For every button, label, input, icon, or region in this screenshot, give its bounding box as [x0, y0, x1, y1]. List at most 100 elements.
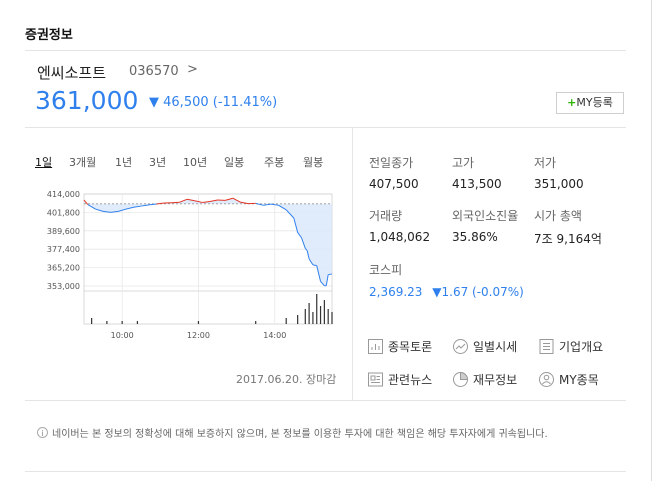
- volume-bar: [136, 321, 139, 324]
- price-area-fill: [84, 198, 332, 286]
- tab-3years[interactable]: 3년: [149, 156, 167, 169]
- news-icon: [368, 372, 383, 387]
- down-arrow-icon: ▼: [149, 95, 159, 110]
- stat-label: 외국인소진율: [452, 209, 519, 223]
- price-line-segment: [110, 210, 119, 213]
- link-related-news[interactable]: 관련뉴스: [367, 371, 432, 388]
- tab-3months[interactable]: 3개월: [69, 156, 97, 169]
- x-tick-label: 10:00: [111, 331, 134, 340]
- chevron-right-icon[interactable]: >: [187, 62, 198, 77]
- stat-prev-close: 전일종가 407,500: [369, 154, 419, 191]
- volume-bar: [316, 294, 318, 324]
- kospi-value[interactable]: 2,369.23 ▼1.67 (-0.07%): [369, 285, 524, 299]
- down-arrow-icon: ▼: [432, 285, 442, 299]
- link-my-stocks[interactable]: MY종목: [538, 371, 599, 388]
- stat-label: 고가: [452, 156, 475, 170]
- stat-low: 저가 351,000: [534, 154, 584, 191]
- panel-bottom-divider: [25, 400, 626, 401]
- market-close-date: 2017.06.20. 장마감: [236, 373, 337, 386]
- price-line-segment: [202, 201, 210, 203]
- stock-code[interactable]: 036570: [129, 64, 179, 79]
- stock-name-link[interactable]: 엔씨소프트: [37, 64, 107, 82]
- list-doc-icon: [539, 339, 554, 354]
- plus-icon: +: [567, 96, 577, 109]
- trend-circle-icon: [453, 339, 468, 354]
- link-financial-info[interactable]: 재무정보: [452, 371, 517, 388]
- link-label: 기업개요: [559, 340, 604, 354]
- volume-bar: [319, 306, 322, 324]
- price-line-segment: [87, 204, 92, 208]
- volume-bar: [327, 309, 329, 324]
- price-line-segment: [325, 274, 329, 286]
- tab-monthly-candle[interactable]: 월봉: [303, 156, 324, 169]
- stat-value: 407,500: [369, 177, 419, 191]
- price-line-segment: [304, 247, 308, 252]
- user-icon: [539, 372, 554, 387]
- add-my-stock-label: MY등록: [576, 96, 613, 109]
- stat-label: 거래량: [369, 209, 403, 223]
- tab-10years[interactable]: 10년: [183, 156, 208, 169]
- stat-value: 7조 9,164억: [534, 232, 602, 246]
- volume-bar: [121, 321, 123, 324]
- tab-daily-candle[interactable]: 일봉: [224, 156, 245, 169]
- pie-chart-icon: [453, 371, 469, 387]
- price-line-segment: [316, 265, 322, 282]
- price-line-segment: [278, 204, 287, 211]
- link-label: 일별시세: [473, 340, 518, 354]
- price-line-segment: [232, 197, 241, 203]
- link-company-overview[interactable]: 기업개요: [538, 338, 603, 355]
- current-price: 361,000: [35, 86, 139, 115]
- volume-bar: [331, 312, 333, 324]
- volume-bar: [91, 318, 93, 324]
- price-line-segment: [95, 208, 104, 212]
- volume-bar: [106, 321, 108, 324]
- stat-label: 저가: [534, 156, 557, 170]
- tab-1day[interactable]: 1일: [35, 156, 53, 169]
- link-label: 재무정보: [473, 373, 518, 387]
- add-my-stock-button[interactable]: +MY등록: [556, 92, 624, 114]
- stat-value: 1,048,062: [369, 230, 431, 244]
- price-line-segment: [320, 281, 325, 287]
- link-daily-price[interactable]: 일별시세: [452, 338, 517, 355]
- section-title: 증권정보: [25, 28, 73, 43]
- price-line-segment: [186, 198, 195, 202]
- intraday-price-chart: 414,000 401,800 389,600 377,400 365,200 353,0…: [47, 190, 333, 340]
- price-line-segment: [156, 202, 165, 205]
- price-line-segment: [209, 199, 218, 203]
- price-line-segment: [179, 198, 188, 203]
- link-stock-discussion[interactable]: 종목토론: [367, 338, 432, 355]
- price-line-segment: [125, 206, 134, 210]
- stat-foreign-ratio: 외국인소진율 35.86%: [452, 207, 518, 244]
- kospi-index-value: 2,369.23: [369, 285, 423, 299]
- tab-1year[interactable]: 1년: [115, 156, 133, 169]
- price-line-segment: [194, 200, 203, 203]
- link-label: MY종목: [559, 373, 599, 387]
- price-line-segment: [83, 199, 89, 205]
- y-tick-label: 353,000: [47, 282, 80, 291]
- tab-weekly-candle[interactable]: 주봉: [264, 156, 285, 169]
- y-tick-label: 365,200: [47, 264, 80, 273]
- price-line-segment: [308, 258, 314, 266]
- price-line-segment: [240, 201, 249, 205]
- stat-value: 413,500: [452, 177, 502, 191]
- price-line-segment: [148, 203, 157, 206]
- stat-label: 시가 총액: [534, 209, 582, 223]
- volume-bar: [308, 303, 310, 324]
- stat-volume: 거래량 1,048,062: [369, 207, 430, 244]
- volume-bar: [323, 300, 325, 324]
- volume-bar: [297, 315, 299, 324]
- link-label: 종목토론: [388, 340, 433, 354]
- stat-high: 고가 413,500: [452, 154, 502, 191]
- y-tick-label: 401,800: [47, 208, 80, 217]
- stat-value: 35.86%: [452, 230, 498, 244]
- price-line-segment: [270, 203, 279, 206]
- panel-top-divider: [25, 127, 626, 128]
- price-change-value: 46,500 (-11.41%): [163, 95, 278, 110]
- y-tick-label: 377,400: [47, 245, 80, 254]
- panel-vertical-divider: [352, 128, 353, 400]
- price-line-segment: [118, 208, 127, 212]
- price-line-segment: [225, 197, 233, 201]
- kospi-label: 코스피: [369, 261, 402, 278]
- volume-bar: [304, 309, 306, 324]
- info-icon: i: [37, 427, 48, 438]
